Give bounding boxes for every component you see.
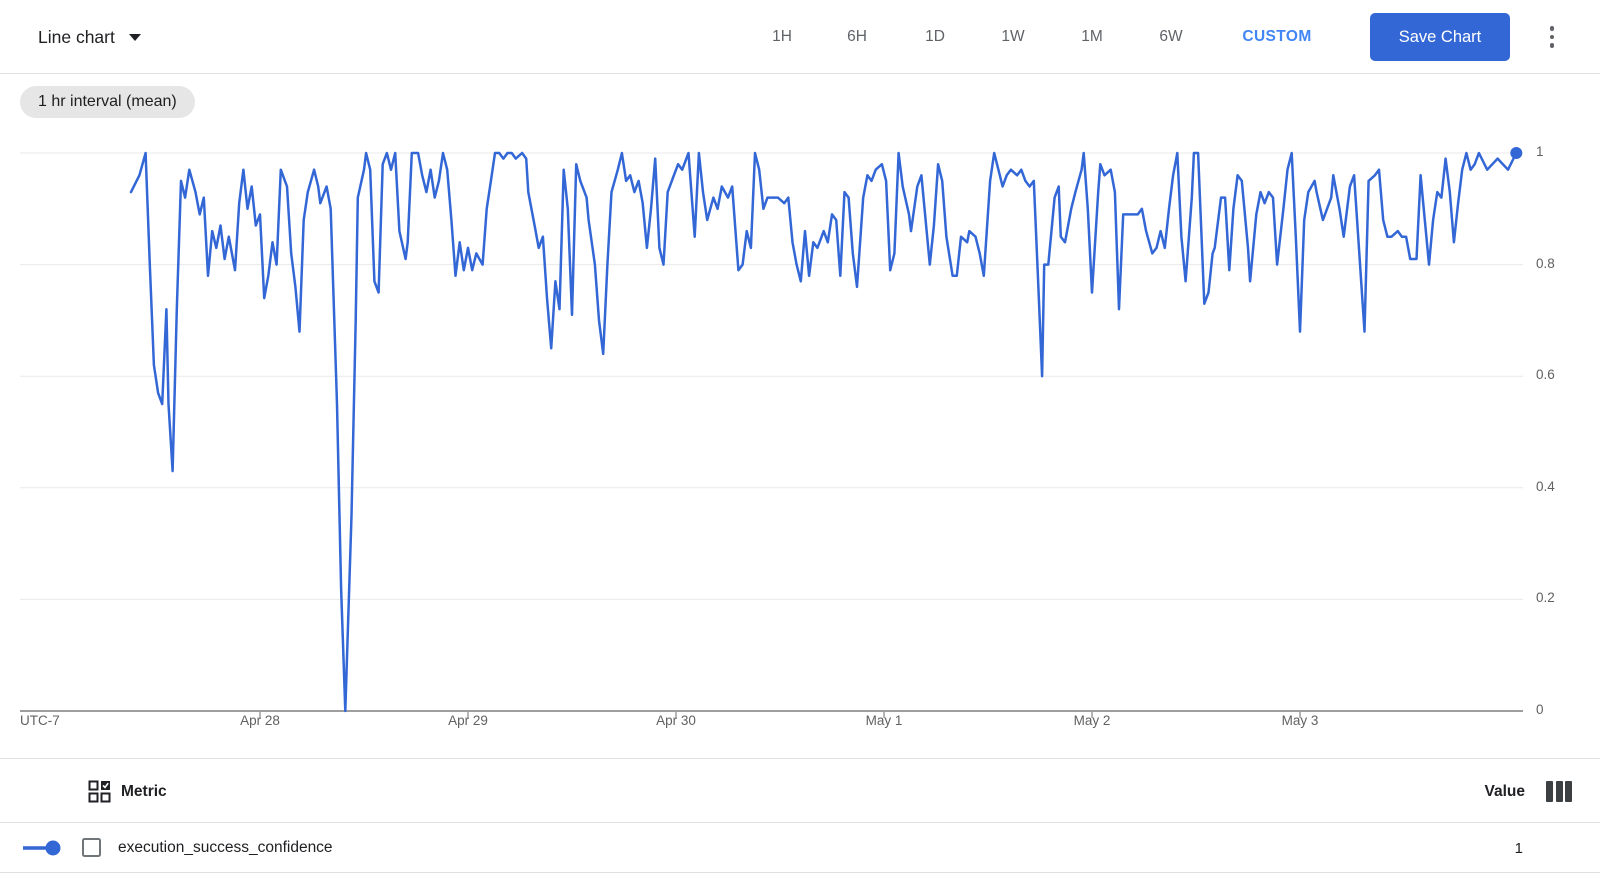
x-axis-label-apr29: Apr 29: [448, 713, 488, 728]
metric-name: execution_success_confidence: [118, 839, 333, 856]
legend-table: Metric Value execution_success_confidenc…: [0, 758, 1600, 873]
time-range-6h[interactable]: 6H: [847, 28, 867, 45]
y-axis-label-0-4: 0.4: [1536, 478, 1555, 494]
interval-chip[interactable]: 1 hr interval (mean): [20, 86, 195, 118]
value-column-header: Value: [1484, 782, 1526, 800]
save-chart-button[interactable]: Save Chart: [1370, 13, 1510, 61]
x-axis-label-may1: May 1: [865, 713, 903, 728]
metric-table-row[interactable]: execution_success_confidence 1: [0, 823, 1600, 873]
y-axis-label-0-2: 0.2: [1536, 590, 1555, 606]
y-axis-label-1: 1: [1536, 144, 1544, 159]
y-axis-label-0-8: 0.8: [1536, 255, 1555, 271]
y-axis-label-0: 0: [1536, 702, 1544, 717]
column-settings-icon[interactable]: [1546, 759, 1572, 824]
metric-row-checkbox[interactable]: [82, 838, 101, 857]
timezone-label: UTC-7: [20, 713, 60, 728]
time-range-custom[interactable]: CUSTOM: [1242, 28, 1312, 45]
time-range-6w[interactable]: 6W: [1159, 28, 1183, 45]
time-range-1m[interactable]: 1M: [1081, 28, 1103, 45]
x-axis-label-apr28: Apr 28: [240, 713, 280, 728]
y-axis-label-0-6: 0.6: [1536, 367, 1555, 383]
kebab-icon: [1549, 26, 1555, 31]
time-range-1w[interactable]: 1W: [1001, 28, 1025, 45]
top-toolbar: Line chart 1H 6H 1D 1W 1M 6W CUSTOM Save…: [0, 0, 1600, 74]
legend-table-header: Metric Value: [0, 758, 1600, 823]
select-metrics-icon[interactable]: [88, 780, 111, 803]
overflow-menu-button[interactable]: [1542, 0, 1562, 74]
x-axis-label-may3: May 3: [1281, 713, 1319, 728]
time-range-1h[interactable]: 1H: [772, 28, 792, 45]
line-chart-canvas[interactable]: [0, 130, 1600, 740]
chart-type-label: Line chart: [38, 26, 115, 47]
chart-type-dropdown[interactable]: Line chart: [38, 0, 141, 74]
x-axis-label-apr30: Apr 30: [656, 713, 696, 728]
series-legend-icon: [23, 840, 61, 856]
x-axis-label-may2: May 2: [1073, 713, 1111, 728]
metric-column-header: Metric: [121, 782, 167, 800]
chevron-down-icon: [128, 33, 141, 41]
time-range-1d[interactable]: 1D: [925, 28, 945, 45]
metric-value: 1: [1514, 839, 1523, 857]
